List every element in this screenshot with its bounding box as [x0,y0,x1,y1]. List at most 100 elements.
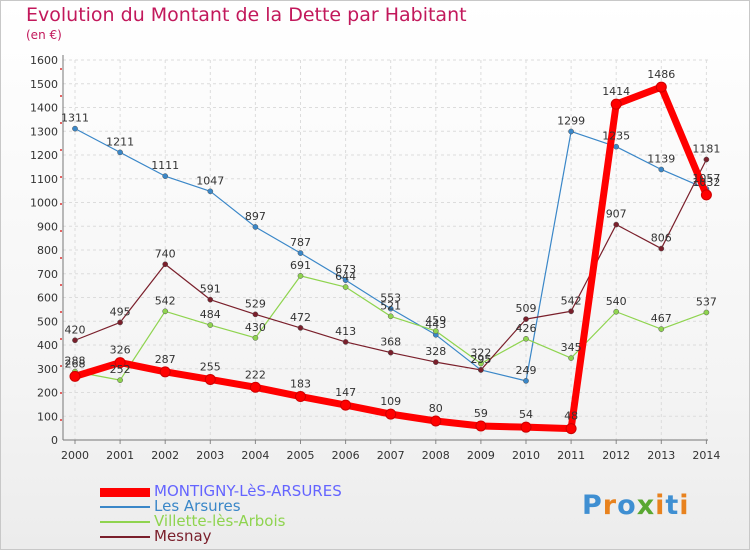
data-point [430,415,442,427]
logo-letter: t [665,490,680,521]
x-tick-label: 2012 [602,449,630,462]
data-point [342,277,349,284]
data-point [523,316,529,322]
data-point [69,370,81,382]
data-label: 1486 [647,68,675,81]
legend-swatch [100,487,150,497]
data-point [162,173,169,179]
data-point [114,357,126,369]
legend-swatch [100,536,150,538]
data-label: 459 [425,314,446,327]
data-point [475,420,487,432]
logo-letter: P [582,490,603,521]
logo-letter: i [655,490,666,521]
data-label: 183 [290,378,311,391]
data-label: 1211 [106,135,134,148]
data-point [117,319,123,326]
x-tick-label: 2000 [61,449,89,462]
data-label: 484 [200,308,221,321]
data-point [249,381,261,393]
x-tick-label: 2014 [692,449,720,462]
data-label: 328 [425,345,446,358]
x-tick-label: 2010 [512,449,540,462]
data-label: 295 [470,353,491,366]
y-tick-label: 100 [37,410,58,423]
data-point [162,261,169,268]
data-point [568,128,574,135]
y-tick-label: 0 [51,434,58,447]
data-label: 287 [155,353,176,366]
data-point [204,373,216,385]
data-point [523,335,529,342]
data-label: 521 [380,299,401,312]
data-point [432,359,439,365]
data-label: 1111 [151,159,179,172]
y-tick-label: 400 [37,339,58,352]
data-point [658,166,665,173]
x-tick-label: 2013 [647,449,675,462]
data-label: 295 [470,353,491,366]
data-point [297,250,304,256]
data-point [387,305,394,312]
data-point [703,156,710,163]
data-label: 467 [651,312,672,325]
y-tick-label: 700 [37,268,58,281]
data-point [703,309,710,316]
legend-swatch [100,521,150,523]
data-label: 222 [245,368,266,381]
x-tick-label: 2011 [557,449,585,462]
data-point [297,325,304,331]
data-label: 495 [110,305,131,318]
data-label: 691 [290,259,311,272]
logo-letter: r [602,490,618,521]
data-label: 644 [335,270,356,283]
data-point [162,308,169,315]
data-point [295,391,306,403]
data-point [478,367,484,373]
data-point [207,188,214,195]
data-label: 420 [65,323,86,336]
chart-unit: (en €) [26,28,62,42]
data-label: 1414 [602,85,630,98]
y-tick-label: 1000 [30,197,58,210]
data-point [252,224,259,230]
data-point [342,284,349,290]
data-point [117,149,123,156]
data-label: 59 [474,407,488,420]
data-label: 673 [335,263,356,276]
data-point [207,296,214,303]
data-point [252,311,259,318]
data-label: 553 [380,292,401,305]
data-point [478,360,484,367]
data-label: 443 [425,318,446,331]
data-label: 109 [380,395,401,408]
legend-label: MONTIGNY-LèS-ARSURES [154,482,342,500]
data-point [72,125,78,132]
data-point [568,308,574,315]
data-label: 1311 [61,112,89,125]
y-tick-label: 900 [37,220,58,233]
logo-letter: i [679,490,690,521]
data-label: 252 [110,363,131,376]
data-label: 787 [290,236,311,249]
data-label: 529 [245,297,266,310]
data-label: 1181 [692,143,720,156]
data-point [610,98,622,110]
data-label: 48 [564,410,578,423]
logo-letter: x [636,490,656,521]
data-label: 430 [245,321,266,334]
data-label: 368 [380,336,401,349]
y-tick-label: 300 [37,363,58,376]
y-tick-label: 1500 [30,78,58,91]
legend-label: Les Arsures [154,497,241,515]
data-label: 268 [65,357,86,370]
data-label: 54 [519,408,533,421]
data-label: 472 [290,311,311,324]
data-point [159,366,171,378]
data-point [568,355,574,361]
y-tick-label: 1400 [30,102,58,115]
data-point [565,423,577,435]
data-point [613,308,620,315]
